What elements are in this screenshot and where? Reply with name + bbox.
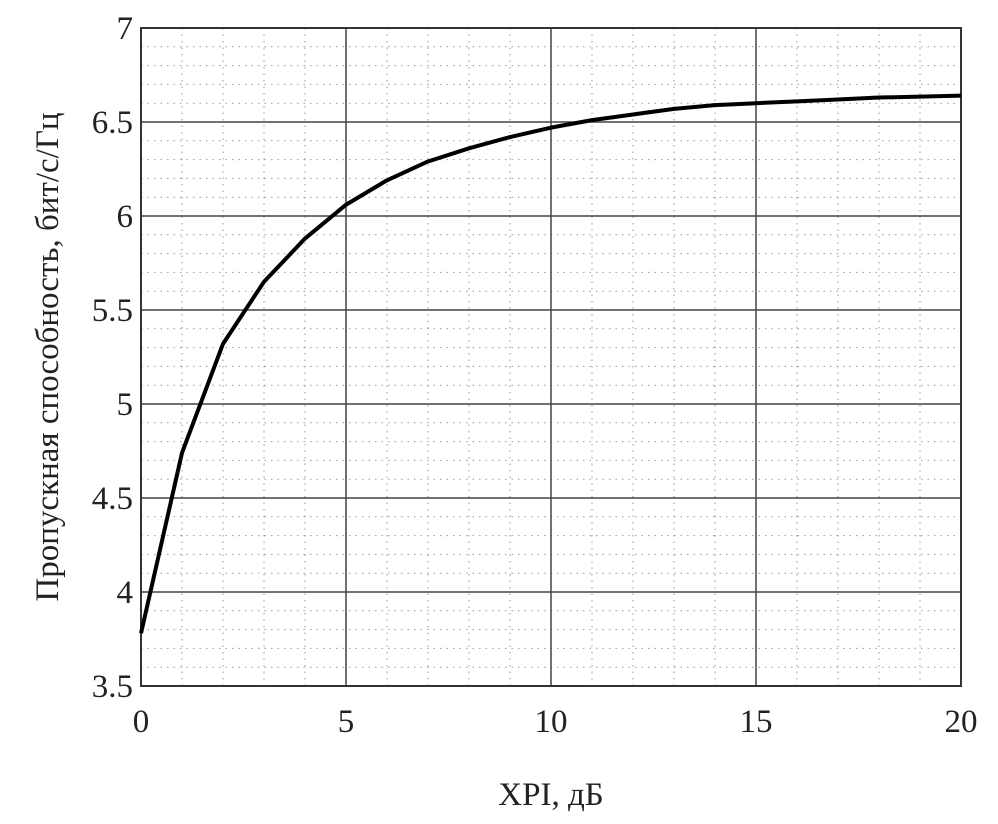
x-tick-label: 15 <box>740 704 773 740</box>
y-tick-label: 5.5 <box>92 293 133 329</box>
x-axis-label: XPI, дБ <box>498 777 603 813</box>
y-tick-label: 4 <box>117 575 134 611</box>
y-tick-label: 3.5 <box>92 669 133 705</box>
x-tick-label: 10 <box>535 704 568 740</box>
x-tick-label: 5 <box>338 704 355 740</box>
y-tick-label: 4.5 <box>92 481 133 517</box>
y-tick-label: 7 <box>117 11 134 47</box>
plot-frame <box>140 27 962 687</box>
y-tick-label: 5 <box>117 387 134 423</box>
y-tick-label: 6 <box>117 199 134 235</box>
y-tick-label: 6.5 <box>92 105 133 141</box>
x-tick-label: 20 <box>945 704 978 740</box>
x-tick-label: 0 <box>133 704 150 740</box>
capacity-line <box>139 93 962 634</box>
y-axis-label: Пропускная способность, бит/с/Гц <box>30 112 66 601</box>
